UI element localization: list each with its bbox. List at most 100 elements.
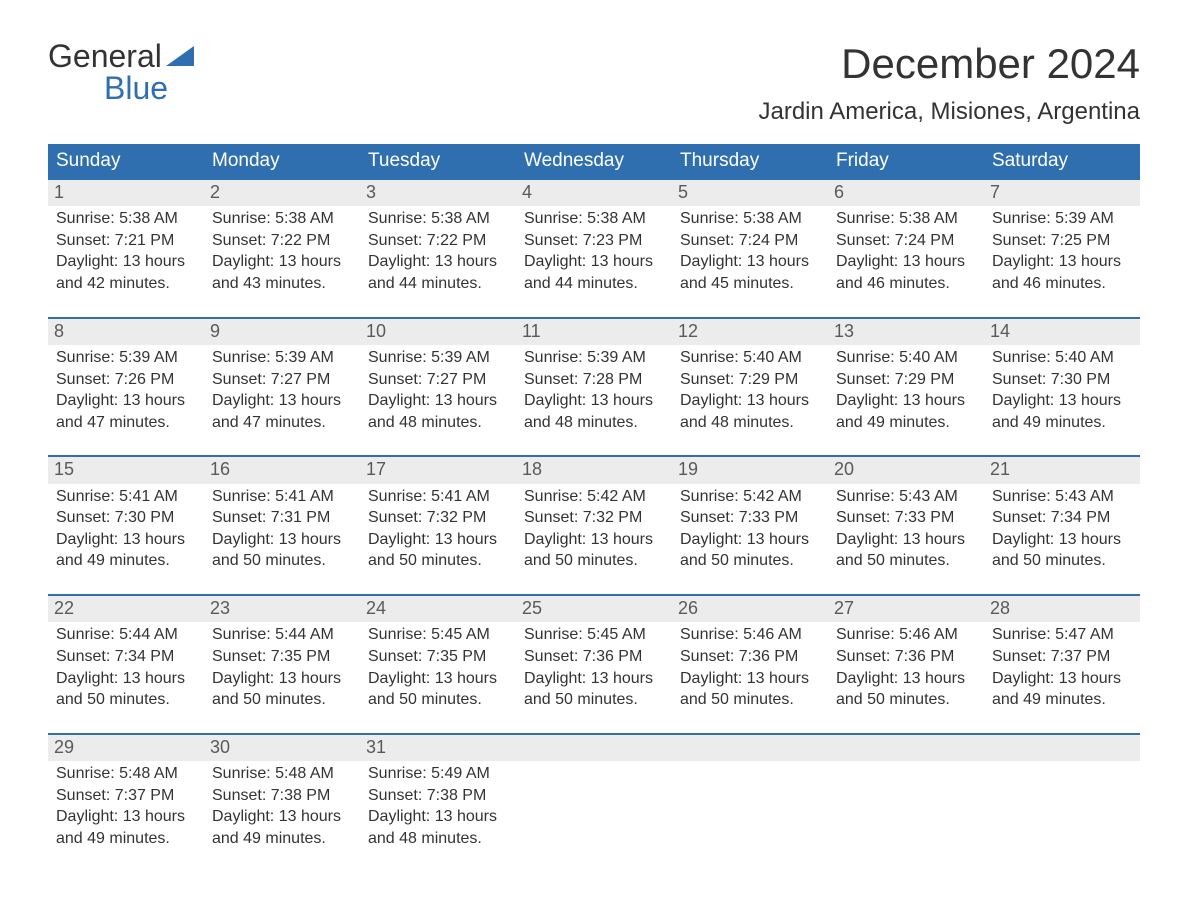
day-cell: 8Sunrise: 5:39 AMSunset: 7:26 PMDaylight…	[48, 319, 204, 442]
day-header: Saturday	[984, 144, 1140, 178]
sunset-line: Sunset: 7:34 PM	[56, 646, 196, 668]
sunrise-value: 5:38 AM	[587, 210, 646, 227]
sunrise-line: Sunrise: 5:40 AM	[680, 347, 820, 369]
sunset-line: Sunset: 7:38 PM	[212, 785, 352, 807]
sunrise-label: Sunrise:	[56, 488, 115, 505]
sunset-label: Sunset:	[56, 232, 110, 249]
day-body: Sunrise: 5:38 AMSunset: 7:24 PMDaylight:…	[828, 206, 984, 302]
sunrise-line: Sunrise: 5:48 AM	[56, 763, 196, 785]
daylight-value-1: 13 hours	[279, 670, 341, 687]
sunset-value: 7:38 PM	[427, 787, 487, 804]
day-body: Sunrise: 5:47 AMSunset: 7:37 PMDaylight:…	[984, 622, 1140, 718]
sunset-value: 7:36 PM	[583, 648, 643, 665]
sunset-value: 7:37 PM	[1051, 648, 1111, 665]
day-body: Sunrise: 5:44 AMSunset: 7:34 PMDaylight:…	[48, 622, 204, 718]
sunset-value: 7:21 PM	[115, 232, 175, 249]
sunrise-label: Sunrise:	[212, 626, 271, 643]
sunrise-value: 5:40 AM	[743, 349, 802, 366]
day-cell: 12Sunrise: 5:40 AMSunset: 7:29 PMDayligh…	[672, 319, 828, 442]
sunset-line: Sunset: 7:22 PM	[212, 230, 352, 252]
sunrise-label: Sunrise:	[680, 626, 739, 643]
sunrise-value: 5:38 AM	[119, 210, 178, 227]
sunset-line: Sunset: 7:26 PM	[56, 369, 196, 391]
daylight-value-1: 13 hours	[279, 808, 341, 825]
daylight-value-1: 13 hours	[903, 670, 965, 687]
day-number: 6	[828, 180, 984, 206]
daylight-value-1: 13 hours	[279, 392, 341, 409]
calendar: SundayMondayTuesdayWednesdayThursdayFrid…	[48, 144, 1140, 857]
sunrise-label: Sunrise:	[524, 210, 583, 227]
daylight-value-1: 13 hours	[123, 670, 185, 687]
daylight-line-2: and 50 minutes.	[212, 689, 352, 711]
daylight-line-2: and 50 minutes.	[836, 550, 976, 572]
week-row: 8Sunrise: 5:39 AMSunset: 7:26 PMDaylight…	[48, 317, 1140, 442]
sunrise-label: Sunrise:	[212, 210, 271, 227]
sunset-label: Sunset:	[368, 787, 422, 804]
sunset-label: Sunset:	[680, 371, 734, 388]
sunrise-value: 5:43 AM	[1055, 488, 1114, 505]
daylight-value-1: 13 hours	[903, 253, 965, 270]
day-body: Sunrise: 5:38 AMSunset: 7:22 PMDaylight:…	[360, 206, 516, 302]
daylight-value-1: 13 hours	[747, 392, 809, 409]
sunset-label: Sunset:	[212, 648, 266, 665]
day-cell: 27Sunrise: 5:46 AMSunset: 7:36 PMDayligh…	[828, 596, 984, 719]
day-body: Sunrise: 5:39 AMSunset: 7:28 PMDaylight:…	[516, 345, 672, 441]
daylight-line-1: Daylight: 13 hours	[992, 668, 1132, 690]
sunrise-line: Sunrise: 5:45 AM	[524, 624, 664, 646]
daylight-line-1: Daylight: 13 hours	[212, 668, 352, 690]
sunrise-value: 5:39 AM	[587, 349, 646, 366]
sunset-label: Sunset:	[836, 509, 890, 526]
daylight-line-1: Daylight: 13 hours	[56, 668, 196, 690]
daylight-line-1: Daylight: 13 hours	[212, 251, 352, 273]
day-header: Friday	[828, 144, 984, 178]
day-number: 1	[48, 180, 204, 206]
daylight-label: Daylight:	[56, 531, 118, 548]
sunrise-value: 5:46 AM	[899, 626, 958, 643]
sunset-label: Sunset:	[56, 371, 110, 388]
sunset-label: Sunset:	[836, 232, 890, 249]
sunrise-line: Sunrise: 5:49 AM	[368, 763, 508, 785]
daylight-value-1: 13 hours	[123, 808, 185, 825]
daylight-value-1: 13 hours	[591, 670, 653, 687]
sunset-line: Sunset: 7:24 PM	[680, 230, 820, 252]
daylight-label: Daylight:	[992, 670, 1054, 687]
sunset-label: Sunset:	[992, 648, 1046, 665]
day-number: 29	[48, 735, 204, 761]
sunrise-value: 5:39 AM	[431, 349, 490, 366]
day-body: Sunrise: 5:38 AMSunset: 7:24 PMDaylight:…	[672, 206, 828, 302]
title-block: December 2024 Jardin America, Misiones, …	[758, 40, 1140, 126]
day-header: Monday	[204, 144, 360, 178]
sunset-value: 7:32 PM	[427, 509, 487, 526]
daylight-line-2: and 45 minutes.	[680, 273, 820, 295]
daylight-label: Daylight:	[836, 392, 898, 409]
daylight-value-1: 13 hours	[1059, 392, 1121, 409]
daylight-value-1: 13 hours	[591, 531, 653, 548]
sunrise-value: 5:41 AM	[431, 488, 490, 505]
day-number: 11	[516, 319, 672, 345]
sunset-value: 7:36 PM	[895, 648, 955, 665]
sunrise-value: 5:38 AM	[275, 210, 334, 227]
day-body: Sunrise: 5:41 AMSunset: 7:30 PMDaylight:…	[48, 484, 204, 580]
sunset-line: Sunset: 7:31 PM	[212, 507, 352, 529]
sunset-value: 7:33 PM	[895, 509, 955, 526]
brand-triangle-icon	[166, 46, 194, 66]
sunrise-line: Sunrise: 5:44 AM	[56, 624, 196, 646]
daylight-line-2: and 48 minutes.	[680, 412, 820, 434]
daylight-value-1: 13 hours	[1059, 253, 1121, 270]
daylight-label: Daylight:	[992, 531, 1054, 548]
month-title: December 2024	[758, 40, 1140, 88]
daylight-line-1: Daylight: 13 hours	[836, 668, 976, 690]
daylight-label: Daylight:	[524, 253, 586, 270]
sunrise-value: 5:47 AM	[1055, 626, 1114, 643]
sunset-value: 7:29 PM	[739, 371, 799, 388]
day-number: 17	[360, 457, 516, 483]
day-body: Sunrise: 5:49 AMSunset: 7:38 PMDaylight:…	[360, 761, 516, 857]
day-body: Sunrise: 5:40 AMSunset: 7:29 PMDaylight:…	[672, 345, 828, 441]
sunset-line: Sunset: 7:32 PM	[368, 507, 508, 529]
daylight-value-1: 13 hours	[747, 531, 809, 548]
day-cell: 10Sunrise: 5:39 AMSunset: 7:27 PMDayligh…	[360, 319, 516, 442]
day-number: 13	[828, 319, 984, 345]
sunrise-line: Sunrise: 5:39 AM	[992, 208, 1132, 230]
sunrise-label: Sunrise:	[836, 210, 895, 227]
sunset-value: 7:27 PM	[427, 371, 487, 388]
